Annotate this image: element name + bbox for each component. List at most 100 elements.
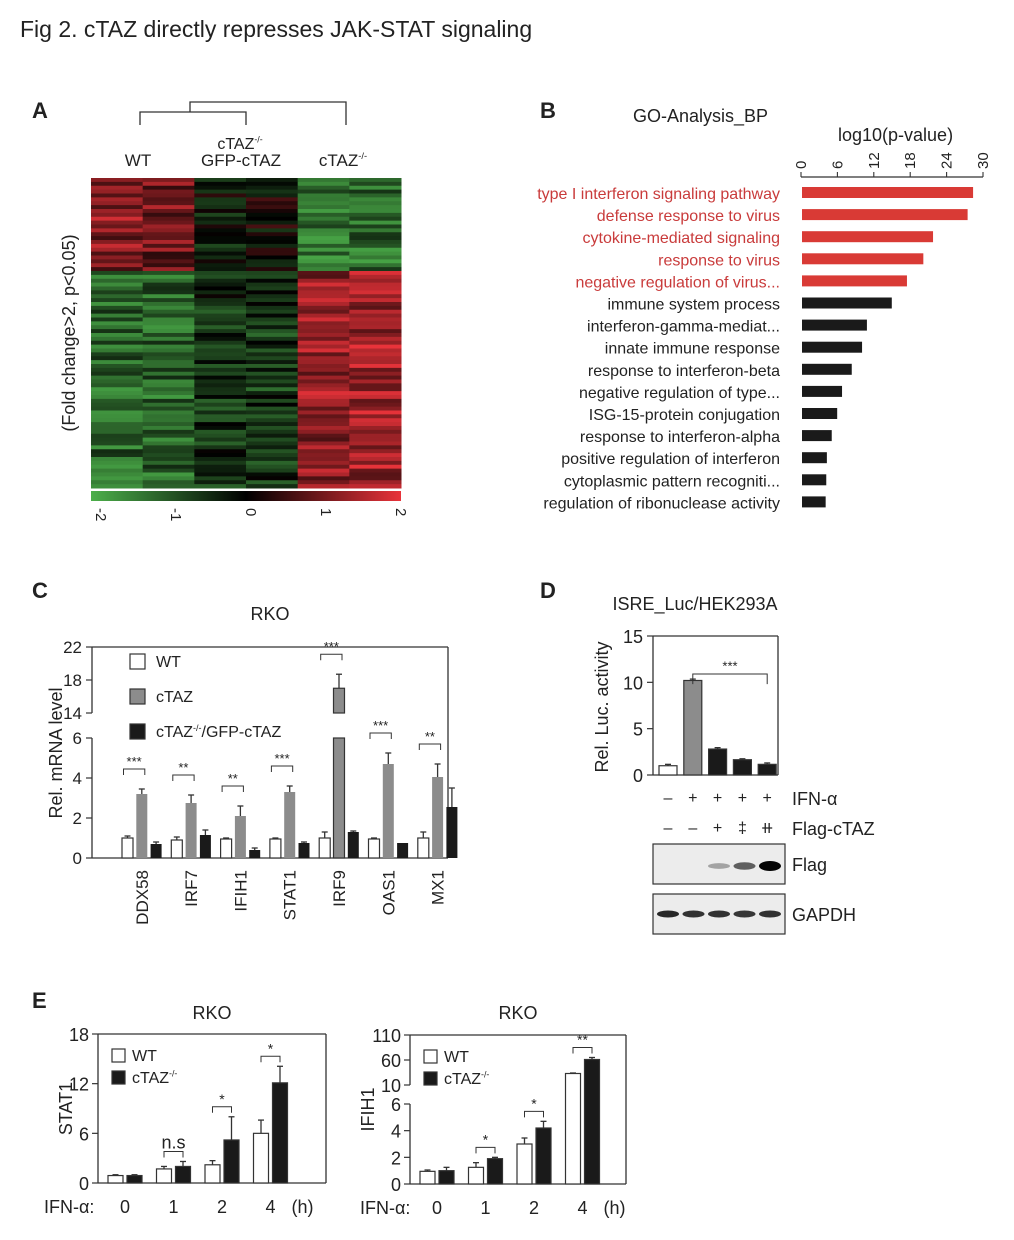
colorbar xyxy=(91,491,401,501)
e-bar-ko xyxy=(271,1082,289,1184)
heatmap-cell xyxy=(349,185,402,191)
heatmap-cell xyxy=(194,480,247,485)
e-bar-ko xyxy=(126,1174,143,1184)
heatmap-cell xyxy=(142,383,195,388)
heatmap-cell xyxy=(297,298,350,303)
heatmap-cell xyxy=(297,437,350,442)
e-x-prefix: IFN-α: xyxy=(44,1197,94,1217)
heatmap-cell xyxy=(142,243,195,249)
heatmap-cell xyxy=(349,383,402,388)
c-bar-1 xyxy=(432,777,444,858)
mrna-bar-chart-panel-c: RKO 0 2 4 6 14 18 22 Rel. mRNA level WT cTAZ cTAZ-/… xyxy=(46,604,458,925)
heatmap-cell xyxy=(246,212,299,218)
heatmap-cell xyxy=(246,387,299,392)
heatmap-cell xyxy=(91,251,144,256)
heatmap-cell xyxy=(142,197,195,202)
heatmap-cell xyxy=(194,383,247,388)
heatmap-cell xyxy=(142,426,195,431)
heatmap-cell xyxy=(297,282,350,287)
heatmap-cell xyxy=(246,236,299,241)
e-bar-ko xyxy=(583,1058,601,1185)
heatmap-cell xyxy=(91,422,144,427)
heatmap-cell xyxy=(142,441,195,446)
heatmap-cell xyxy=(91,460,144,466)
heatmap-cell xyxy=(142,259,195,264)
heatmap-cell xyxy=(142,395,195,400)
dendrogram-branch-inner xyxy=(139,111,247,125)
heatmap-cell xyxy=(246,367,299,373)
heatmap-cell xyxy=(246,309,299,315)
heatmap-cell xyxy=(194,379,247,384)
heatmap-cell xyxy=(194,464,247,470)
e-significance-bracket xyxy=(163,1150,184,1158)
c-significance-bracket xyxy=(270,765,294,772)
go-term-label: response to interferon-beta xyxy=(588,363,780,380)
heatmap-cell xyxy=(142,193,195,198)
c-x-tick-label: OAS1 xyxy=(379,870,398,915)
heatmap-cell xyxy=(349,271,402,276)
heatmap-cell xyxy=(142,480,195,485)
heatmap-cell xyxy=(194,375,247,380)
heatmap-cell xyxy=(91,379,144,384)
c-bar-0 xyxy=(170,839,183,859)
c-y-tick-label: 18 xyxy=(63,671,82,690)
heatmap-cell xyxy=(194,247,247,253)
heatmap-cell xyxy=(246,298,299,303)
heatmap-cell xyxy=(246,228,299,233)
heatmap-cell xyxy=(91,472,144,477)
heatmap-cell xyxy=(297,422,350,427)
heatmap-cell xyxy=(194,367,247,373)
heatmap-cell xyxy=(194,321,247,326)
go-term-label: positive regulation of interferon xyxy=(561,451,780,468)
c-ylabel: Rel. mRNA level xyxy=(46,687,66,818)
heatmap-cell xyxy=(246,437,299,442)
e-y-tick-label: 12 xyxy=(69,1075,89,1095)
c-y-tick-label: 0 xyxy=(73,849,82,868)
heatmap-cell xyxy=(246,398,299,404)
d-ylabel: Rel. Luc. activity xyxy=(592,641,612,772)
heatmap-cell xyxy=(142,271,195,276)
e-ylabel: STAT1 xyxy=(56,1082,76,1135)
heatmap-cell xyxy=(194,282,247,287)
heatmap-cell xyxy=(246,255,299,260)
go-x-tick-label: 0 xyxy=(793,161,810,169)
go-chart-title: GO-Analysis_BP xyxy=(633,106,768,127)
e-y-tick-label: 60 xyxy=(381,1051,401,1071)
heatmap-cell xyxy=(349,305,402,311)
e-title: RKO xyxy=(498,1003,537,1023)
heatmap-cell xyxy=(194,445,247,450)
heatmap-cell xyxy=(246,375,299,380)
heatmap-cell xyxy=(142,290,195,295)
heatmap-cell xyxy=(91,457,144,462)
c-x-tick-label: STAT1 xyxy=(281,870,300,920)
heatmap-cell xyxy=(349,313,402,318)
heatmap-cell xyxy=(91,263,144,268)
d-significance-label: *** xyxy=(722,658,737,673)
heatmap-cell xyxy=(91,236,144,241)
heatmap-cell xyxy=(91,371,144,377)
heatmap-cell xyxy=(349,468,402,473)
heatmap-cell xyxy=(297,325,350,330)
d-blot-band xyxy=(708,863,730,869)
heatmap-cell xyxy=(194,305,247,311)
heatmap-cell xyxy=(349,379,402,384)
heatmap-cell xyxy=(297,212,350,218)
heatmap-cell xyxy=(91,267,144,272)
heatmap-cell xyxy=(246,243,299,249)
heatmap-cell xyxy=(91,278,144,284)
heatmap-cell xyxy=(297,271,350,276)
colorbar-tick-label: 2 xyxy=(392,508,409,516)
e-x-suffix: (h) xyxy=(604,1198,626,1218)
heatmap-cell xyxy=(297,418,350,423)
heatmap-cell xyxy=(194,185,247,191)
heatmap-cell xyxy=(142,189,195,194)
heatmap-cell xyxy=(142,414,195,419)
go-term-label: interferon-gamma-mediat... xyxy=(587,319,780,336)
c-bar-0 xyxy=(318,837,331,859)
e-bar-ko xyxy=(223,1139,240,1184)
heatmap-cell xyxy=(91,321,144,326)
heatmap-cell xyxy=(142,267,195,272)
heatmap-cell xyxy=(91,216,144,222)
d-condition-mark: + xyxy=(738,790,747,807)
heatmap-cell xyxy=(194,224,247,229)
